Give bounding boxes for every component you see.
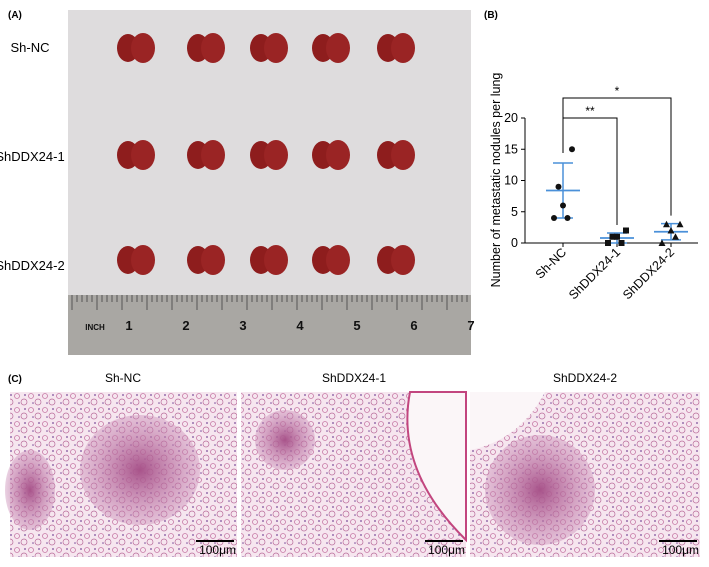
significance-bracket [562, 97, 672, 216]
scale-bar-label: 100μm [199, 543, 236, 557]
lung [391, 33, 415, 63]
point [551, 215, 557, 221]
nodule [255, 410, 315, 470]
ruler [68, 295, 471, 355]
ruler-label: 7 [467, 318, 474, 333]
point [605, 240, 611, 246]
ruler-label: 4 [296, 318, 304, 333]
y-tick-label: 10 [504, 174, 518, 188]
point [560, 202, 566, 209]
lung [201, 245, 225, 275]
x-tick-label: ShDDX24-1 [566, 245, 623, 302]
ruler-label: INCH [85, 323, 105, 332]
point [658, 239, 666, 246]
scale-bar-label: 100μm [662, 543, 699, 557]
lung [391, 140, 415, 170]
panel-title: Sh-NC [105, 371, 141, 385]
panel-label: (A) [8, 10, 22, 21]
point [676, 220, 684, 228]
ruler-label: 3 [239, 318, 246, 333]
ruler-label: 6 [410, 318, 417, 333]
point [564, 215, 571, 221]
lung [326, 33, 350, 63]
lung [326, 245, 350, 275]
panel-label: (B) [484, 10, 498, 21]
background [470, 392, 545, 450]
point [672, 233, 679, 240]
pleura [406, 391, 467, 543]
y-axis-title: Number of metastatic nodules per lung [489, 73, 503, 288]
point [569, 146, 575, 153]
ruler-label: 5 [353, 318, 360, 333]
nodule [80, 415, 200, 525]
lung [131, 33, 155, 63]
lung [264, 245, 288, 275]
point [667, 227, 675, 234]
y-tick-label: 20 [504, 111, 518, 125]
row-label: ShDDX24-2 [0, 258, 65, 273]
lung [326, 140, 350, 170]
lung [391, 245, 415, 275]
lung [264, 140, 288, 170]
point [618, 240, 625, 246]
lung [201, 140, 225, 170]
lung [131, 245, 155, 275]
point [609, 233, 616, 240]
nodule [485, 435, 595, 545]
point [555, 183, 562, 190]
significance-bracket [562, 117, 618, 225]
ruler-label: 2 [182, 318, 189, 333]
panel-title: ShDDX24-1 [322, 371, 386, 385]
x-tick-label: ShDDX24-2 [620, 245, 677, 302]
lung [131, 140, 155, 170]
panel-label: (C) [8, 374, 22, 385]
significance-label: * [615, 84, 620, 98]
point [623, 227, 629, 234]
lung [264, 33, 288, 63]
row-label: Sh-NC [10, 40, 49, 55]
row-label: ShDDX24-1 [0, 149, 65, 164]
point [614, 233, 620, 240]
y-tick-label: 5 [511, 205, 518, 219]
significance-label: ** [585, 104, 595, 118]
x-tick-label: Sh-NC [533, 245, 569, 281]
scale-bar-label: 100μm [428, 543, 465, 557]
ruler-label: 1 [125, 318, 132, 333]
y-tick-label: 0 [511, 236, 518, 250]
panel-title: ShDDX24-2 [553, 371, 617, 385]
y-tick-label: 15 [504, 142, 518, 156]
point [663, 220, 670, 228]
nodule [5, 450, 55, 530]
lung [201, 33, 225, 63]
